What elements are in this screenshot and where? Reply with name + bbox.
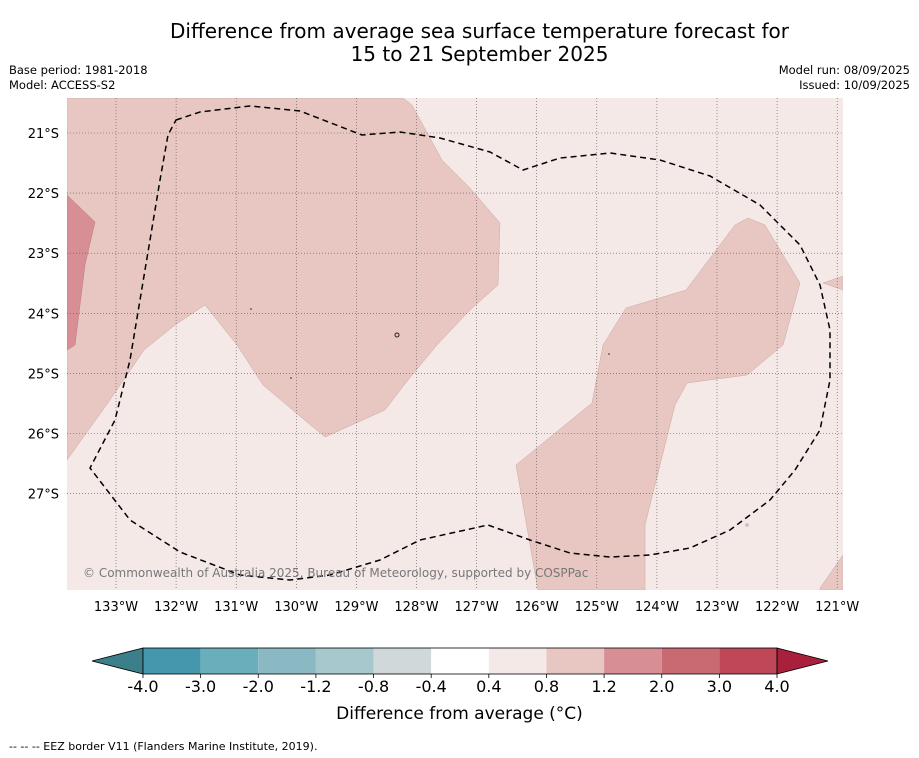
colorbar-under-arrow <box>91 647 144 675</box>
latitude-label: 27°S <box>28 488 59 503</box>
issued-date: Issued: 10/09/2025 <box>799 78 910 92</box>
longitude-label: 131°W <box>214 600 258 615</box>
colorbar-swatch <box>661 648 720 674</box>
copyright-credit: © Commonwealth of Australia 2025, Bureau… <box>83 566 588 580</box>
anomaly-region-west <box>67 98 501 461</box>
model-name: Model: ACCESS-S2 <box>9 78 116 92</box>
latitude-label: 23°S <box>28 247 59 262</box>
latitude-label: 24°S <box>28 307 59 322</box>
colorbar-swatch <box>143 648 201 674</box>
map-title-line2: 15 to 21 September 2025 <box>350 42 609 66</box>
longitude-label: 126°W <box>515 600 559 615</box>
anomaly-region-east <box>515 217 801 590</box>
colorbar-tick-label: -4.0 <box>127 677 158 696</box>
map-area: © Commonwealth of Australia 2025, Bureau… <box>67 98 843 590</box>
base-period: Base period: 1981-2018 <box>9 63 148 77</box>
colorbar-swatch <box>719 648 777 674</box>
latitude-labels: 21°S 22°S 23°S 24°S 25°S 26°S 27°S <box>28 127 59 503</box>
colorbar: -4.0 -3.0 -2.0 -1.2 -0.8 -0.4 0.4 0.8 1.2 2.0 3.0 4… <box>91 647 829 696</box>
colorbar-swatch <box>258 648 316 674</box>
colorbar-swatch <box>431 648 489 674</box>
colorbar-swatch <box>546 648 605 674</box>
map-title-line1: Difference from average sea surface temp… <box>169 19 789 43</box>
latitude-label: 22°S <box>28 187 59 202</box>
longitude-label: 130°W <box>274 600 318 615</box>
colorbar-tick-label: 2.0 <box>649 677 674 696</box>
colorbar-frame <box>142 647 778 675</box>
colorbar-tick-label: -1.2 <box>300 677 331 696</box>
longitude-label: 124°W <box>635 600 679 615</box>
colorbar-swatch <box>373 648 432 674</box>
colorbar-tick-label: 1.2 <box>591 677 616 696</box>
sst-anomaly-map: © Commonwealth of Australia 2025, Bureau… <box>28 98 860 696</box>
model-run: Model run: 08/09/2025 <box>778 63 910 77</box>
anomaly-region-west-warm <box>67 194 96 351</box>
longitude-label: 133°W <box>94 600 138 615</box>
longitude-label: 123°W <box>695 600 739 615</box>
colorbar-tick-label: -2.0 <box>243 677 274 696</box>
colorbar-title: Difference from average (°C) <box>336 704 583 724</box>
colorbar-tick-label: -0.8 <box>358 677 389 696</box>
colorbar-swatch <box>488 648 547 674</box>
colorbar-swatch <box>200 648 259 674</box>
anomaly-region-east-edge <box>822 275 843 291</box>
island-markers <box>250 308 749 527</box>
colorbar-tick-label: 3.0 <box>707 677 732 696</box>
colorbar-swatch <box>315 648 374 674</box>
longitude-labels: 133°W 132°W 131°W 130°W 129°W 128°W 127°W 126°W… <box>94 600 860 615</box>
longitude-label: 122°W <box>755 600 799 615</box>
colorbar-tick-label: 0.4 <box>476 677 501 696</box>
longitude-label: 132°W <box>154 600 198 615</box>
latitude-label: 25°S <box>28 367 59 382</box>
colorbar-tick-label: -3.0 <box>185 677 216 696</box>
graticule <box>67 98 843 590</box>
longitude-label: 129°W <box>334 600 378 615</box>
colorbar-swatch <box>604 648 662 674</box>
longitude-label: 125°W <box>575 600 619 615</box>
latitude-label: 21°S <box>28 127 59 142</box>
latitude-label: 26°S <box>28 428 59 443</box>
eez-legend-note: -- -- -- EEZ border V11 (Flanders Marine… <box>9 740 318 753</box>
colorbar-tick-label: 0.8 <box>534 677 559 696</box>
eez-border <box>89 105 831 581</box>
colorbar-tick-label: 4.0 <box>764 677 789 696</box>
longitude-label: 128°W <box>394 600 438 615</box>
colorbar-over-arrow <box>776 647 829 675</box>
longitude-label: 127°W <box>455 600 499 615</box>
colorbar-tick-label: -0.4 <box>416 677 447 696</box>
longitude-label: 121°W <box>815 600 859 615</box>
